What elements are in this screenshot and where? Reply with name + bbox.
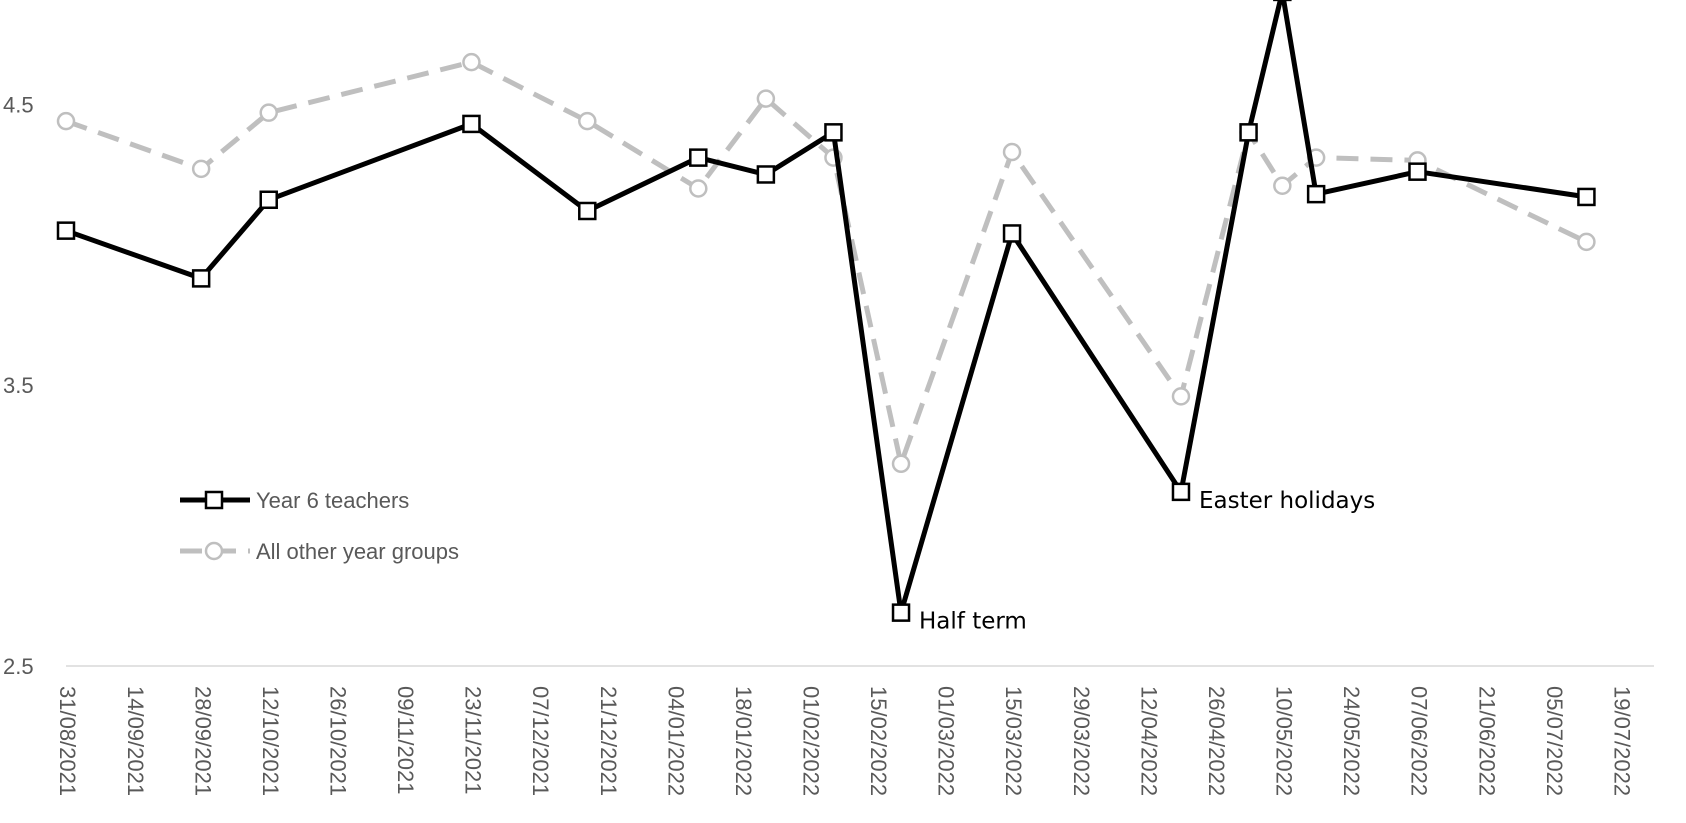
x-tick-label: 31/08/2021 [55, 686, 80, 796]
legend-label: Year 6 teachers [256, 488, 409, 513]
x-tick-label: 28/09/2021 [190, 686, 215, 796]
data-point [1306, 184, 1326, 204]
data-point [1002, 224, 1022, 243]
data-point [1273, 176, 1292, 195]
series-year-6-teachers [56, 0, 1596, 622]
x-tick-label: 07/06/2022 [1407, 686, 1432, 796]
x-tick-label: 15/02/2022 [866, 686, 891, 796]
legend-label: All other year groups [256, 539, 459, 564]
data-point [689, 179, 708, 198]
x-tick-label: 21/12/2021 [596, 686, 621, 796]
data-point [689, 148, 708, 167]
x-tick-label: 01/03/2022 [934, 686, 959, 796]
data-point [578, 201, 597, 221]
data-point [1171, 482, 1191, 502]
data-point [1577, 187, 1596, 207]
x-tick-label: 05/07/2022 [1542, 686, 1567, 796]
x-tick-label: 01/02/2022 [799, 686, 824, 796]
data-point [259, 103, 278, 122]
data-point [462, 52, 481, 72]
data-point [462, 114, 481, 134]
data-point [756, 165, 776, 184]
x-tick-label: 29/03/2022 [1069, 686, 1094, 796]
x-tick-label: 26/10/2021 [325, 686, 350, 796]
y-tick-label: 3.5 [3, 373, 34, 398]
x-tick-label: 15/03/2022 [1001, 686, 1026, 796]
x-tick-label: 09/11/2021 [393, 686, 418, 794]
data-point [191, 159, 211, 179]
data-point [1577, 232, 1596, 252]
data-point [1408, 162, 1427, 181]
x-tick-label: 12/10/2021 [258, 686, 283, 796]
data-point [1002, 142, 1022, 162]
data-point [259, 190, 278, 210]
legend: Year 6 teachers All other year groups [180, 488, 459, 564]
series-line-year-6-teachers [65, 0, 1587, 616]
x-tick-label: 14/09/2021 [123, 686, 148, 796]
x-tick-label: 21/06/2022 [1474, 686, 1499, 796]
x-tick-label: 10/05/2022 [1272, 686, 1297, 796]
x-tick-label: 26/04/2022 [1204, 686, 1229, 796]
x-tick-label: 24/05/2022 [1339, 686, 1364, 796]
data-point [756, 89, 776, 108]
series-line-all-other-year-groups [65, 59, 1588, 467]
y-tick-label: 2.5 [3, 654, 34, 679]
data-point [1239, 123, 1258, 142]
data-point [891, 454, 911, 474]
x-tick-label: 12/04/2022 [1136, 686, 1161, 796]
series-all-other-year-groups [56, 52, 1596, 474]
y-tick-label: 4.5 [3, 92, 34, 117]
data-point [191, 269, 211, 288]
y-axis-ticks: 2.5 3.5 4.5 [3, 92, 34, 679]
data-point [56, 221, 76, 240]
x-tick-label: 07/12/2021 [528, 686, 553, 796]
data-point [1171, 387, 1191, 406]
annotation-label: Half term [919, 609, 1027, 635]
series-layer [56, 0, 1596, 622]
data-point [578, 111, 597, 131]
x-axis-ticks: 31/08/2021 14/09/2021 28/09/2021 12/10/2021… [55, 686, 1634, 796]
data-point [56, 111, 76, 131]
legend-item: Year 6 teachers [180, 488, 409, 513]
data-point [824, 123, 843, 142]
legend-marker [204, 490, 224, 510]
annotation-label: Easter holidays [1199, 488, 1375, 514]
x-tick-label: 23/11/2021 [461, 686, 486, 794]
data-point [891, 603, 911, 622]
x-tick-label: 19/07/2022 [1609, 686, 1634, 796]
legend-marker [204, 541, 224, 561]
x-tick-label: 18/01/2022 [731, 686, 756, 796]
x-tick-label: 04/01/2022 [663, 686, 688, 796]
legend-item: All other year groups [180, 539, 459, 564]
